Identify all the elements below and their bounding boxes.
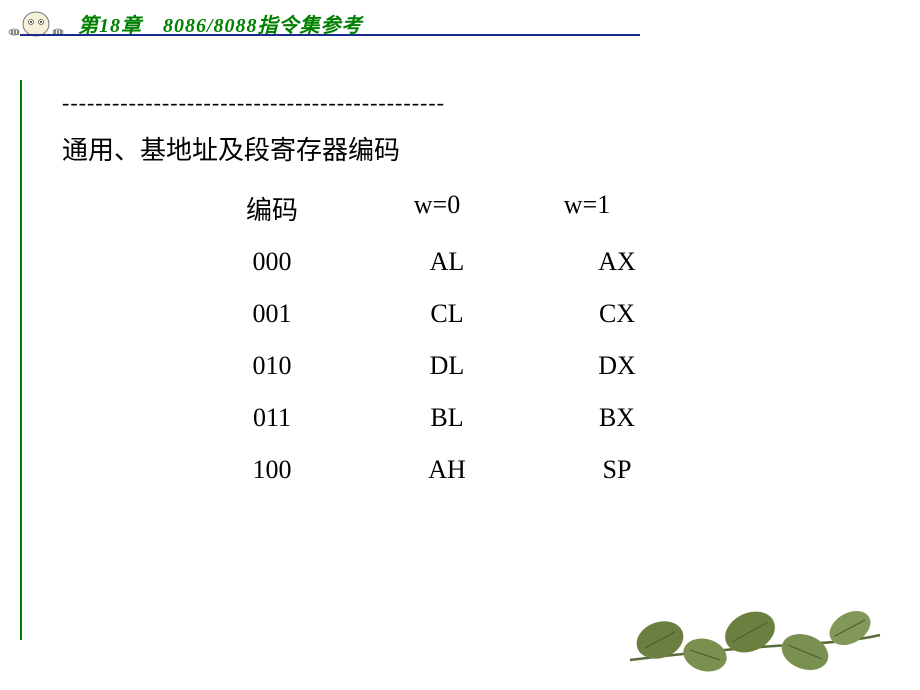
slide-header: 第18章 8086/8088指令集参考 <box>0 4 920 40</box>
cell-code: 100 <box>182 455 362 485</box>
cell-w0: AL <box>362 247 532 277</box>
cell-code: 001 <box>182 299 362 329</box>
cell-code: 000 <box>182 247 362 277</box>
separator-line: ----------------------------------------… <box>62 90 445 116</box>
section-subtitle: 通用、基地址及段寄存器编码 <box>62 130 400 167</box>
cell-w1: SP <box>532 455 702 485</box>
cell-code: 011 <box>182 403 362 433</box>
header-underline <box>20 34 640 36</box>
cell-w0: AH <box>362 455 532 485</box>
cell-w1: BX <box>532 403 702 433</box>
table-row: 010 DL DX <box>62 351 762 381</box>
header-w1: w=1 <box>512 190 662 227</box>
table-row: 100 AH SP <box>62 455 762 485</box>
table-row: 011 BL BX <box>62 403 762 433</box>
leaf-decoration-icon <box>610 590 890 680</box>
table-row: 001 CL CX <box>62 299 762 329</box>
cell-w1: CX <box>532 299 702 329</box>
cell-w0: DL <box>362 351 532 381</box>
vertical-accent-line <box>20 80 22 640</box>
cell-w1: DX <box>532 351 702 381</box>
cell-w0: CL <box>362 299 532 329</box>
register-encoding-table: 编码 w=0 w=1 000 AL AX 001 CL CX 010 DL DX… <box>62 190 762 507</box>
cell-w0: BL <box>362 403 532 433</box>
header-code: 编码 <box>182 190 362 227</box>
header-w0: w=0 <box>362 190 512 227</box>
table-row: 000 AL AX <box>62 247 762 277</box>
cell-code: 010 <box>182 351 362 381</box>
table-header-row: 编码 w=0 w=1 <box>62 190 762 227</box>
cell-w1: AX <box>532 247 702 277</box>
